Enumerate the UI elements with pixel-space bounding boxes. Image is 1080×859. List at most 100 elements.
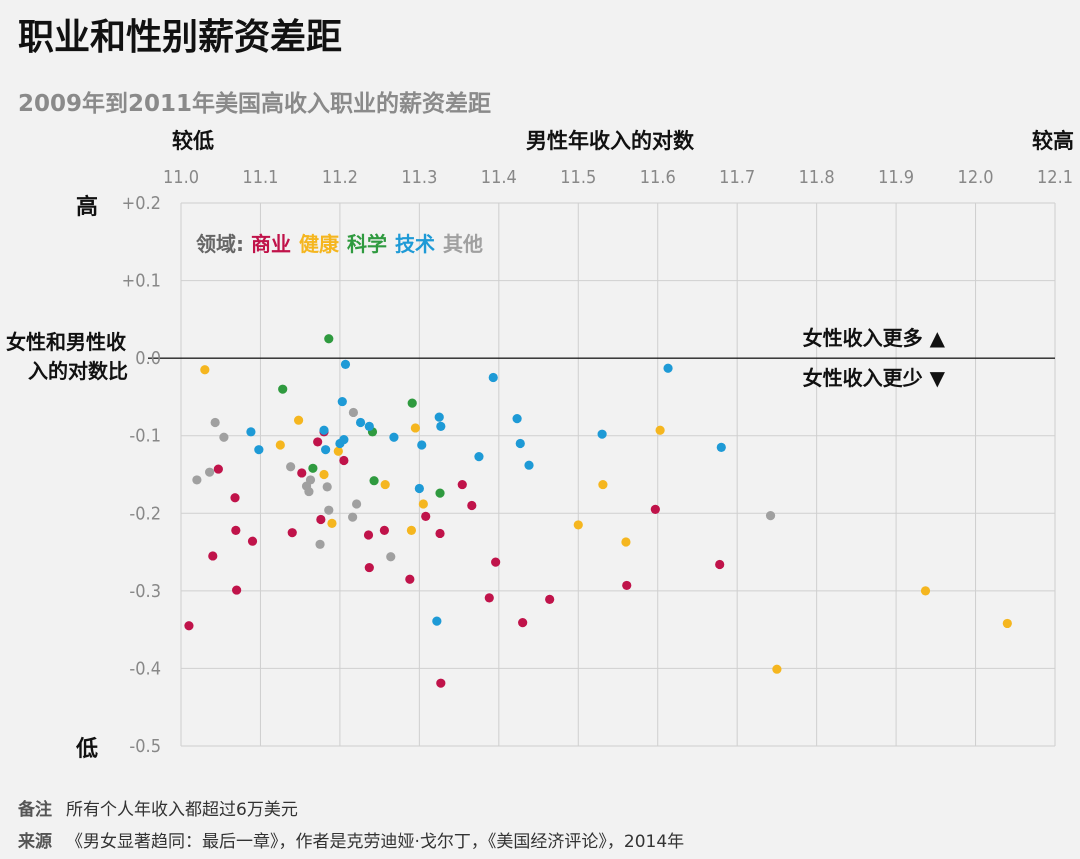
data-point bbox=[293, 415, 304, 425]
y-tick-label: 0.0 bbox=[135, 348, 161, 369]
data-point bbox=[474, 452, 484, 462]
note-text: 所有个人年收入都超过6万美元 bbox=[66, 800, 298, 820]
data-point bbox=[410, 423, 420, 433]
data-point bbox=[621, 537, 631, 547]
data-point bbox=[287, 528, 297, 538]
data-point bbox=[457, 479, 467, 490]
data-point bbox=[210, 417, 220, 428]
data-point bbox=[339, 455, 349, 466]
x-tick-label: 11.6 bbox=[640, 167, 676, 188]
data-point bbox=[421, 511, 431, 521]
data-point bbox=[355, 417, 366, 428]
data-point bbox=[278, 384, 288, 394]
women-earn-more-annotation: 女性收入更多 ▲ bbox=[803, 326, 946, 350]
data-point bbox=[435, 528, 445, 539]
data-point bbox=[512, 414, 522, 424]
data-point bbox=[230, 493, 240, 503]
x-tick-label: 11.0 bbox=[163, 167, 199, 188]
data-point bbox=[324, 505, 334, 515]
data-point bbox=[488, 372, 498, 383]
y-axis-low-label: 低 bbox=[76, 737, 99, 762]
data-point bbox=[319, 425, 329, 435]
legend-title: 领域: bbox=[196, 232, 244, 256]
note-key: 备注 bbox=[18, 800, 52, 820]
data-point bbox=[518, 618, 528, 628]
data-point bbox=[208, 551, 218, 561]
data-point bbox=[363, 530, 374, 540]
data-point bbox=[432, 616, 442, 626]
data-point bbox=[322, 482, 332, 492]
x-tick-label: 11.1 bbox=[242, 167, 278, 188]
data-point bbox=[200, 365, 210, 375]
x-tick-label: 11.8 bbox=[799, 167, 835, 188]
data-point bbox=[348, 512, 358, 522]
x-tick-label: 11.2 bbox=[322, 167, 358, 188]
data-point bbox=[436, 678, 446, 688]
data-point bbox=[313, 437, 323, 447]
data-point bbox=[308, 463, 318, 473]
data-point bbox=[655, 425, 665, 435]
y-tick-label: -0.2 bbox=[129, 503, 161, 524]
data-point bbox=[407, 398, 417, 408]
data-point bbox=[650, 504, 660, 515]
data-point bbox=[364, 421, 374, 432]
data-point bbox=[573, 520, 583, 530]
data-point bbox=[231, 525, 241, 535]
data-point bbox=[286, 462, 296, 472]
data-point bbox=[435, 488, 445, 498]
data-point bbox=[765, 511, 776, 521]
footer-note: 备注 所有个人年收入都超过6万美元 bbox=[18, 795, 298, 820]
data-point bbox=[315, 539, 325, 549]
y-axis-high-label: 高 bbox=[76, 195, 99, 220]
data-point bbox=[622, 580, 632, 591]
data-point bbox=[232, 585, 242, 595]
source-key: 来源 bbox=[18, 832, 52, 852]
data-point bbox=[436, 421, 446, 432]
data-point bbox=[219, 432, 229, 442]
tick-labels: 11.0 11.1 11.2 11.3 11.4 11.5 11.6 11.7 11.8 11.9… bbox=[122, 167, 1073, 757]
data-point bbox=[305, 475, 316, 485]
grid bbox=[148, 202, 1056, 747]
y-axis-title-line1: 女性和男性收 bbox=[6, 330, 126, 354]
data-point bbox=[379, 525, 390, 535]
data-point bbox=[192, 475, 202, 485]
legend-item: 技术 bbox=[395, 232, 435, 256]
y-tick-label: +0.2 bbox=[122, 193, 161, 214]
y-tick-label: -0.1 bbox=[129, 426, 161, 447]
data-point bbox=[254, 445, 264, 455]
y-tick-label: -0.4 bbox=[129, 658, 161, 679]
data-point bbox=[597, 429, 607, 439]
scatter-chart: 11.0 11.1 11.2 11.3 11.4 11.5 11.6 11.7 11.8 11.9… bbox=[122, 167, 1073, 757]
x-axis-title: 男性年收入的对数 bbox=[526, 129, 694, 153]
data-point bbox=[405, 574, 415, 584]
x-tick-label: 11.5 bbox=[560, 167, 596, 188]
x-axis-low-label: 较低 bbox=[172, 129, 214, 153]
data-point bbox=[319, 469, 329, 480]
data-point bbox=[545, 594, 555, 604]
data-point bbox=[920, 586, 931, 596]
chart-title: 职业和性别薪资差距 bbox=[18, 17, 343, 58]
footer-source: 来源 《男女显著趋同：最后一章》，作者是克劳迪娅·戈尔丁，《美国经济评论》，201… bbox=[18, 827, 684, 852]
data-point bbox=[246, 427, 256, 437]
x-tick-label: 11.9 bbox=[878, 167, 914, 188]
legend: 领域: 商业 健康 科学 技术 其他 bbox=[196, 232, 483, 256]
y-axis-title: 女性和男性收 入的对数比 bbox=[4, 326, 128, 384]
data-point bbox=[715, 559, 725, 570]
data-point bbox=[414, 483, 424, 494]
data-point bbox=[348, 407, 359, 418]
legend-item: 健康 bbox=[299, 232, 340, 256]
data-point bbox=[275, 440, 285, 450]
annotations: 女性收入更多 ▲ 女性收入更少 ▼ bbox=[803, 326, 946, 390]
data-point bbox=[333, 446, 343, 456]
data-point bbox=[389, 432, 399, 442]
source-text: 《男女显著趋同：最后一章》，作者是克劳迪娅·戈尔丁，《美国经济评论》，2014年 bbox=[66, 832, 685, 852]
data-point bbox=[247, 536, 258, 546]
x-tick-label: 11.7 bbox=[719, 167, 755, 188]
data-point bbox=[321, 445, 331, 455]
data-point bbox=[467, 500, 477, 511]
legend-item: 商业 bbox=[251, 232, 291, 256]
data-point bbox=[213, 464, 223, 474]
x-tick-label: 11.3 bbox=[401, 167, 437, 188]
data-points bbox=[184, 334, 1012, 688]
x-tick-label: 12.0 bbox=[958, 167, 994, 188]
